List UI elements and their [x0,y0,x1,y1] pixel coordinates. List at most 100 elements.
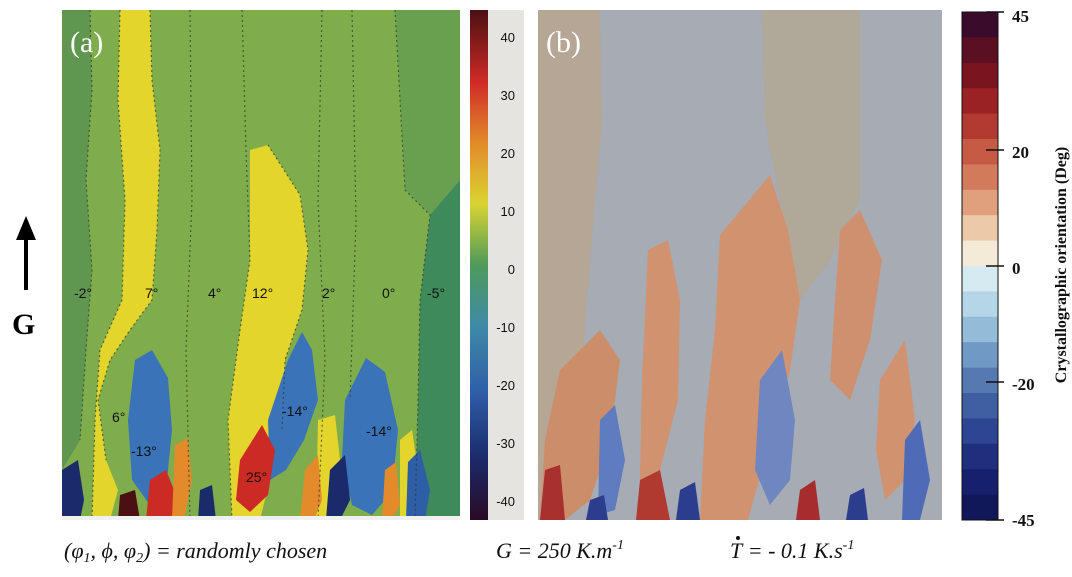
t-dot-symbol: T [730,536,743,563]
colorbar-b-tick: 0 [1012,259,1021,278]
grain-darkred-b1 [540,465,565,520]
colorbar-b-segment [962,342,998,369]
colorbar-a-tick: 0 [508,262,515,277]
colorbar-b-segment [962,494,998,521]
panel-b-map [538,10,942,520]
colorbar-b-segment [962,37,998,64]
colorbar-b-segment [962,139,998,165]
grain-label: -14° [282,403,308,419]
colorbar-b-ticks: 45 20 0 -20 -45 [1012,7,1035,530]
colorbar-b-tick: 20 [1012,143,1029,162]
grain-label: -14° [366,423,392,439]
phi1-sub: 1 [83,551,91,566]
grain-navy-2 [326,455,350,520]
colorbar-b-segment [962,443,998,470]
grain-label: 12° [252,285,273,301]
grain-red-1 [236,425,275,512]
grain-orange-right1 [830,210,882,400]
phi2: φ [123,538,137,563]
t-text: = - 0.1 K.s [747,538,843,563]
grain-orange-3 [382,462,400,520]
phi: ϕ [101,538,113,563]
colorbar-b-tick: -45 [1012,511,1035,530]
grain-blue-b1 [755,350,795,505]
colorbar-b-segment [962,240,998,267]
grain-label: 2° [322,285,335,301]
colorbar-b-segment [962,113,998,140]
grain-red-2 [146,470,178,520]
colorbar-a-tick: 10 [501,204,515,219]
colorbar-b-segment [962,164,998,191]
grain-darkred [118,490,140,520]
grain-blue-4 [406,450,430,520]
phi2-sub: 2 [136,551,144,566]
colorbar-b [961,11,1004,521]
t-exp: -1 [842,538,855,553]
grain-yellow-left [92,10,160,520]
grain-blue-b3 [902,420,930,520]
grain-orange-1 [172,438,192,520]
grain-label: -13° [131,443,157,459]
caption-gradient: G = 250 K.m-1 [496,538,624,564]
grain-boundaries [79,10,431,520]
grain-label: 6° [112,409,125,425]
colorbar-b-segment [962,62,998,89]
colorbar-b-segment [962,316,998,343]
colorbar-a-tick: -10 [496,320,515,335]
grain-navy-b1 [676,482,700,520]
grain-label: 0° [382,285,395,301]
panel-a-label: (a) [70,26,103,59]
grain-blue-b2 [598,405,625,515]
colorbar-a-tick: -20 [496,378,515,393]
grain-navy-b3 [586,495,608,520]
caption-orientation: (φ1, ϕ, φ2) = randomly chosen [64,538,328,566]
colorbar-b-segment [962,189,998,216]
grain-label: -5° [427,285,445,301]
grain-blue-2 [268,332,318,480]
caption-cooling-rate: T = - 0.1 K.s-1 [730,536,855,564]
colorbar-b-title: Crystallographic orientation (Deg) [1053,147,1070,383]
colorbar-b-segment [962,367,998,394]
colorbar-b-segment [962,418,998,445]
colorbar-a-tick: -30 [496,436,515,451]
panel-b-label: (b) [546,26,581,59]
grain-navy-3 [198,485,216,520]
grain-tan-left [538,10,602,520]
phi1: φ [71,538,84,563]
grain-orange-mid [640,240,680,480]
panel-a-map [62,10,460,520]
grain-label: 25° [246,469,267,485]
colorbar-a: 40 30 20 10 0 -10 -20 -30 -40 [470,10,524,520]
grain-orange-2 [300,455,322,520]
grain-darkred-b2 [636,470,670,520]
colorbar-a-tick: 40 [501,30,515,45]
colorbar-a-paper [488,10,524,520]
colorbar-a-tick: 30 [501,88,515,103]
colorbar-b-tick: 45 [1012,7,1029,26]
grain-dark-left [62,10,92,470]
grain-label: 4° [208,285,221,301]
grain-dark-right [415,180,460,520]
random-text: = randomly chosen [155,538,328,563]
colorbar-a-tick: 20 [501,146,515,161]
colorbar-b-segment [962,266,998,292]
grain-navy-1 [62,460,84,520]
colorbar-a-gradient [470,10,488,520]
grain-yellow-center [228,145,308,520]
grain-label: 7° [145,285,158,301]
colorbar-b-segment [962,88,998,115]
gradient-label: G [12,308,35,341]
colorbar-b-tick: -20 [1012,375,1035,394]
grain-blue-3 [342,358,398,515]
colorbar-a-tick: -40 [496,494,515,509]
g-text: G = 250 K.m [496,538,613,563]
g-exp: -1 [612,538,624,553]
grain-mid-right [395,10,460,215]
grain-labels: -2° 7° 4° 12° 2° 0° -5° 6° -13° -14° -14… [74,285,445,485]
grain-navy-b2 [846,488,868,520]
grain-label: -2° [74,285,92,301]
colorbar-b-segment [962,12,998,38]
gradient-arrow [16,216,36,290]
colorbar-b-segment [962,291,998,318]
